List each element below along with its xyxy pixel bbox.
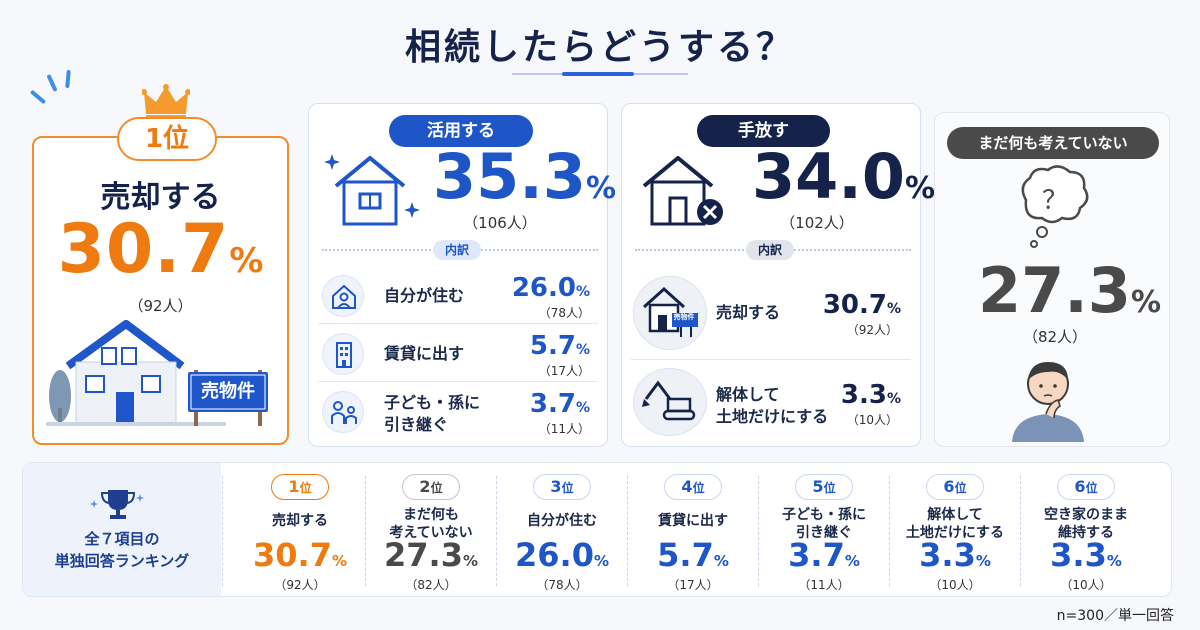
- list-item: [318, 326, 598, 382]
- rank-percent: 30.7%: [253, 536, 347, 574]
- undecided-count: （82人）: [1022, 328, 1088, 346]
- rank-label: まだ何も: [403, 507, 459, 523]
- column-divider: [222, 476, 223, 586]
- item-label-line2: 土地だけにする: [716, 407, 829, 426]
- item-percent: 30.7%: [822, 290, 901, 320]
- person-house-icon: [322, 275, 364, 317]
- item-count: （17人）: [538, 364, 590, 378]
- rank-percent: 27.3%: [384, 536, 478, 574]
- rank-badge: 4位: [664, 474, 722, 500]
- undecided-percent: 27.3%: [978, 254, 1162, 327]
- top-answer-count: （92人）: [128, 297, 193, 315]
- undecided-pill: まだ何も考えていない: [947, 127, 1159, 159]
- item-count: （10人）: [846, 413, 898, 427]
- rank-percent: 3.3%: [1050, 536, 1122, 574]
- rank-badge: 6位: [1057, 474, 1115, 500]
- rank-percent: 26.0%: [515, 536, 609, 574]
- release-pill: 手放す: [697, 115, 830, 147]
- sparkle-ray-icon: [46, 73, 58, 93]
- item-label-line2: 引き継ぐ: [384, 415, 449, 434]
- rank-label: 子ども・孫に: [782, 507, 866, 523]
- item-percent: 3.7%: [529, 389, 590, 419]
- for-sale-house-icon: [633, 276, 707, 350]
- rank-label-line2: 土地だけにする: [905, 525, 1005, 541]
- rank-percent: 3.7%: [788, 536, 860, 574]
- item-count: （92人）: [846, 323, 898, 337]
- rank-count: （82人）: [405, 578, 457, 592]
- rank-count: （17人）: [667, 578, 719, 592]
- sparkle-ray-icon: [65, 69, 71, 89]
- thought-bubble-icon: [1021, 165, 1089, 248]
- top-answer-percent: 30.7%: [57, 210, 264, 289]
- rank-badge: 1位: [271, 474, 329, 500]
- rank-badge: 2位: [402, 474, 460, 500]
- item-percent: 3.3%: [840, 380, 901, 410]
- for-sale-sign-text: 売物件: [201, 381, 255, 402]
- rank-label-line2: 維持する: [1058, 525, 1114, 541]
- rank-label: 売却する: [272, 513, 328, 529]
- rank-badge: 5位: [795, 474, 853, 500]
- rank-label-line2: 引き継ぐ: [796, 525, 852, 541]
- house-sparkle-icon: [324, 154, 420, 226]
- title-underline-accent: [562, 72, 634, 76]
- house-remove-icon: [642, 156, 723, 226]
- rank-percent: 5.7%: [657, 536, 729, 574]
- utilize-pill: 活用する: [389, 115, 533, 147]
- ranking-title: 全７項目の 単独回答ランキング: [54, 530, 190, 570]
- item-label: 解体して: [716, 385, 780, 404]
- apartment-icon: [322, 333, 364, 375]
- utilize-percent: 35.3%: [433, 140, 617, 213]
- house-for-sale-icon: [46, 320, 268, 426]
- ranking-header: [23, 463, 221, 596]
- question-mark: ？: [1041, 186, 1068, 216]
- sparkle-ray-icon: [29, 89, 47, 105]
- rank-badge: 1位: [117, 117, 217, 161]
- rank-count: （10人）: [929, 578, 981, 592]
- column-divider: [758, 476, 759, 586]
- rank-badge: 6位: [926, 474, 984, 500]
- column-divider: [365, 476, 366, 586]
- family-icon: [322, 391, 364, 433]
- column-divider: [1020, 476, 1021, 586]
- breakdown-label: 内訳: [433, 240, 481, 260]
- column-divider: [627, 476, 628, 586]
- list-item: [318, 268, 598, 324]
- utilize-count: （106人）: [463, 214, 537, 232]
- footnote: n=300／単一回答: [1056, 608, 1174, 624]
- item-label: 自分が住む: [384, 286, 465, 305]
- breakdown-label: 内訳: [746, 240, 794, 260]
- rank-label-line2: 考えていない: [389, 525, 473, 541]
- rank-label: 解体して: [927, 507, 983, 523]
- top-answer-label: 売却する: [100, 180, 221, 215]
- rank-count: （10人）: [1060, 578, 1112, 592]
- rank-count: （92人）: [274, 578, 326, 592]
- column-divider: [889, 476, 890, 586]
- rank-count: （78人）: [536, 578, 588, 592]
- rank-label: 空き家のまま: [1044, 507, 1128, 523]
- rank-label: 賃貸に出す: [658, 513, 728, 529]
- item-label: 子ども・孫に: [384, 393, 481, 412]
- excavator-icon: [633, 368, 707, 436]
- item-label: 賃貸に出す: [384, 344, 465, 363]
- crown-icon: [142, 84, 190, 119]
- item-percent: 26.0%: [511, 273, 590, 303]
- rank-percent: 3.3%: [919, 536, 991, 574]
- release-percent: 34.0%: [752, 140, 936, 213]
- utilize-card: [308, 103, 608, 447]
- column-divider: [496, 476, 497, 586]
- rank-badge: 3位: [533, 474, 591, 500]
- thinking-person-icon: [1012, 362, 1084, 442]
- item-count: （78人）: [538, 306, 590, 320]
- list-item: [631, 268, 911, 360]
- item-label: 売却する: [716, 303, 781, 322]
- for-sale-sign-text: 売物件: [673, 313, 695, 321]
- rank-label: 自分が住む: [527, 513, 597, 529]
- trophy-icon: [90, 490, 144, 519]
- rank-count: （11人）: [798, 578, 850, 592]
- release-count: （102人）: [780, 214, 854, 232]
- item-count: （11人）: [538, 422, 590, 436]
- item-percent: 5.7%: [529, 331, 590, 361]
- page-title: 相続したらどうする？: [404, 27, 795, 68]
